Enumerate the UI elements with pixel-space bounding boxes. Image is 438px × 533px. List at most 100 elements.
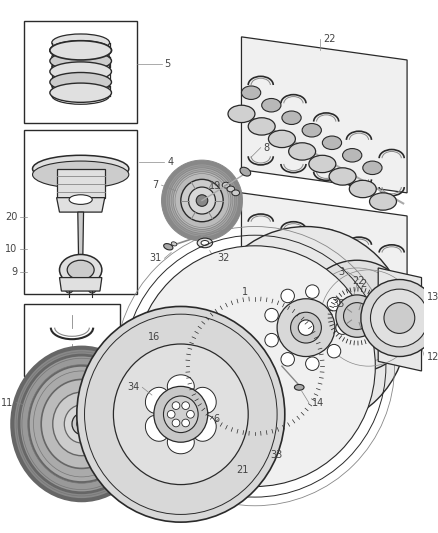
Ellipse shape xyxy=(309,155,336,173)
Text: 6: 6 xyxy=(213,414,219,424)
Ellipse shape xyxy=(196,195,208,206)
Ellipse shape xyxy=(197,238,212,248)
Polygon shape xyxy=(241,37,407,193)
Ellipse shape xyxy=(167,431,194,454)
Ellipse shape xyxy=(65,285,73,293)
Ellipse shape xyxy=(32,161,129,188)
Ellipse shape xyxy=(241,86,261,100)
Text: 20: 20 xyxy=(5,212,17,222)
Ellipse shape xyxy=(52,87,110,104)
Ellipse shape xyxy=(77,306,285,522)
Ellipse shape xyxy=(261,99,281,112)
Ellipse shape xyxy=(162,160,242,241)
Polygon shape xyxy=(57,198,105,212)
Ellipse shape xyxy=(171,242,177,246)
Ellipse shape xyxy=(232,190,240,196)
Text: 10: 10 xyxy=(5,244,17,254)
Ellipse shape xyxy=(289,143,316,160)
Text: 7: 7 xyxy=(152,180,159,190)
Ellipse shape xyxy=(259,442,266,448)
Ellipse shape xyxy=(88,285,96,293)
Ellipse shape xyxy=(145,387,170,414)
Ellipse shape xyxy=(187,410,194,418)
Ellipse shape xyxy=(281,289,294,303)
Ellipse shape xyxy=(343,303,371,329)
Ellipse shape xyxy=(52,63,110,80)
Ellipse shape xyxy=(50,41,112,60)
Bar xyxy=(24,21,138,123)
Text: 9: 9 xyxy=(11,267,17,277)
Ellipse shape xyxy=(322,136,342,150)
Ellipse shape xyxy=(188,187,215,214)
Ellipse shape xyxy=(350,180,376,198)
Polygon shape xyxy=(78,212,84,270)
Ellipse shape xyxy=(32,155,129,182)
Ellipse shape xyxy=(205,227,407,429)
Ellipse shape xyxy=(182,402,190,409)
Ellipse shape xyxy=(172,419,180,427)
Ellipse shape xyxy=(50,41,112,60)
Ellipse shape xyxy=(327,297,341,311)
Ellipse shape xyxy=(268,130,295,148)
Ellipse shape xyxy=(72,413,91,434)
Polygon shape xyxy=(378,268,421,371)
Ellipse shape xyxy=(169,168,235,233)
Ellipse shape xyxy=(28,366,134,482)
Ellipse shape xyxy=(336,321,350,334)
Text: 31: 31 xyxy=(149,253,162,263)
Ellipse shape xyxy=(166,164,239,237)
Ellipse shape xyxy=(265,309,278,322)
Ellipse shape xyxy=(154,386,208,442)
Ellipse shape xyxy=(294,384,304,390)
Bar xyxy=(57,169,105,198)
Ellipse shape xyxy=(173,172,231,229)
Text: 2: 2 xyxy=(360,279,366,289)
Ellipse shape xyxy=(69,195,92,204)
Ellipse shape xyxy=(228,105,255,123)
Ellipse shape xyxy=(41,379,122,469)
Ellipse shape xyxy=(298,320,314,335)
Ellipse shape xyxy=(60,254,102,285)
Ellipse shape xyxy=(302,124,321,137)
Ellipse shape xyxy=(306,357,319,370)
Bar xyxy=(24,130,138,294)
Ellipse shape xyxy=(343,149,362,162)
Text: 12: 12 xyxy=(427,352,438,361)
Text: 32: 32 xyxy=(217,253,230,263)
Ellipse shape xyxy=(281,353,294,366)
Ellipse shape xyxy=(192,415,216,441)
Polygon shape xyxy=(241,193,407,284)
Text: 5: 5 xyxy=(164,59,171,69)
Ellipse shape xyxy=(53,392,110,456)
Ellipse shape xyxy=(329,168,356,185)
Bar xyxy=(24,304,120,376)
Text: 13: 13 xyxy=(427,292,438,302)
Ellipse shape xyxy=(134,246,375,487)
Ellipse shape xyxy=(164,244,173,250)
Ellipse shape xyxy=(50,51,112,70)
Ellipse shape xyxy=(227,186,235,192)
Ellipse shape xyxy=(371,289,428,347)
Ellipse shape xyxy=(50,83,112,102)
Ellipse shape xyxy=(52,77,110,95)
Ellipse shape xyxy=(52,72,110,90)
Ellipse shape xyxy=(50,62,112,81)
Text: 34: 34 xyxy=(127,382,139,392)
Ellipse shape xyxy=(167,375,194,398)
Text: 3: 3 xyxy=(339,267,345,277)
Ellipse shape xyxy=(192,387,216,414)
Ellipse shape xyxy=(327,344,341,358)
Ellipse shape xyxy=(336,295,378,337)
Text: 21: 21 xyxy=(236,465,248,475)
Ellipse shape xyxy=(64,405,99,443)
Ellipse shape xyxy=(52,58,110,75)
Ellipse shape xyxy=(50,72,112,92)
Ellipse shape xyxy=(384,303,415,334)
Ellipse shape xyxy=(52,34,110,51)
Ellipse shape xyxy=(361,279,438,357)
Text: 14: 14 xyxy=(312,398,324,408)
Ellipse shape xyxy=(306,285,319,298)
Ellipse shape xyxy=(240,167,251,176)
Ellipse shape xyxy=(181,180,223,222)
Ellipse shape xyxy=(290,312,321,343)
